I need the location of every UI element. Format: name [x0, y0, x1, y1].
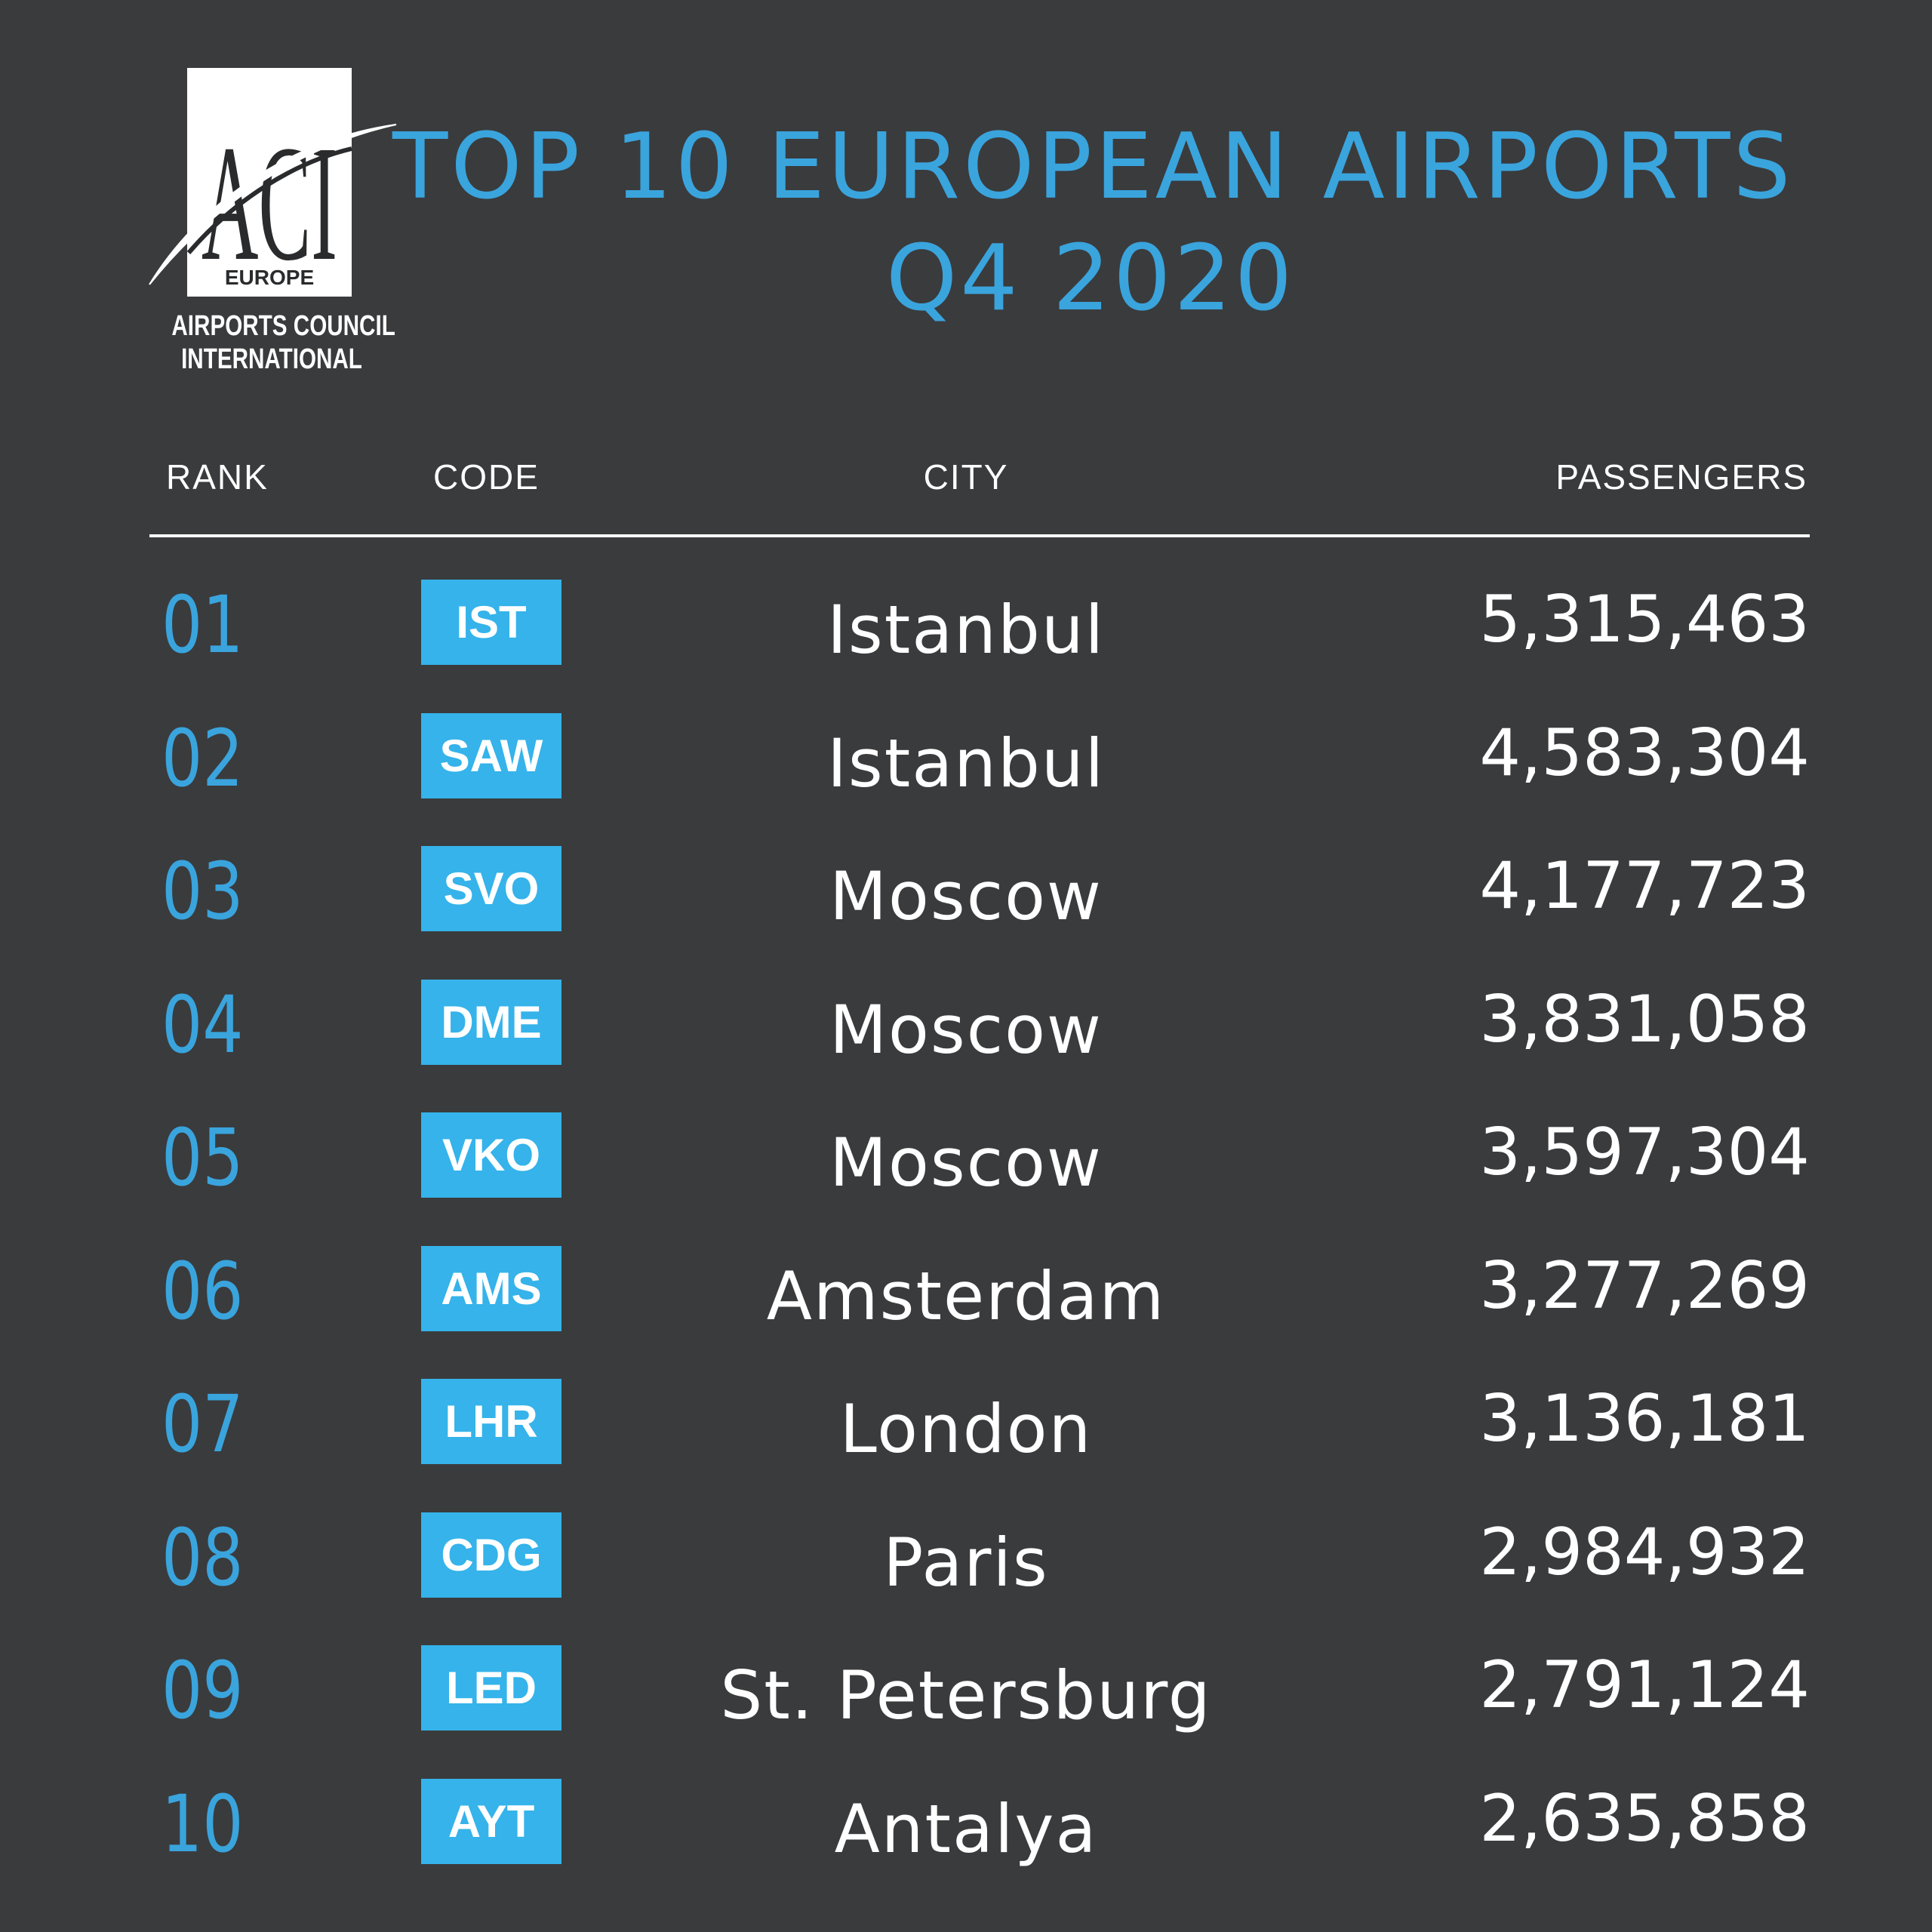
table-row: 01 IST Istanbul 5,315,463 — [0, 574, 1932, 706]
airport-code: DME — [441, 996, 542, 1048]
airport-code-badge: LHR — [421, 1379, 561, 1464]
airport-code-badge: LED — [421, 1645, 561, 1730]
city-name: Antalya — [834, 1789, 1098, 1868]
table-row: 05 VKO Moscow 3,597,304 — [0, 1106, 1932, 1239]
passenger-count: 5,315,463 — [1479, 582, 1810, 657]
rank-number: 01 — [162, 579, 244, 671]
column-header-passengers: PASSENGERS — [1555, 457, 1807, 497]
rank-number: 02 — [162, 712, 244, 804]
passenger-count: 3,277,269 — [1479, 1247, 1810, 1324]
column-header-code: CODE — [433, 457, 540, 497]
airport-code: VKO — [441, 1130, 541, 1180]
city-name: Moscow — [829, 1124, 1103, 1201]
table-row: 09 LED St. Petersburg 2,791,124 — [0, 1639, 1932, 1772]
passenger-count: 2,791,124 — [1479, 1647, 1810, 1723]
airport-code-badge: VKO — [421, 1112, 561, 1198]
airport-code-badge: SVO — [421, 846, 561, 931]
rank-number: 10 — [162, 1777, 244, 1870]
city-name: Paris — [883, 1523, 1049, 1601]
rank-number: 07 — [162, 1378, 244, 1470]
aci-europe-logo: ACI EUROPE AIRPORTS COUNCIL INTERNATIONA… — [143, 64, 400, 381]
table-row: 10 AYT Antalya 2,635,858 — [0, 1773, 1932, 1906]
passenger-count: 4,583,304 — [1479, 715, 1810, 791]
airport-code: SAW — [439, 730, 543, 781]
aci-logo-mark: ACI EUROPE — [149, 68, 397, 297]
table-row: 04 DME Moscow 3,831,058 — [0, 974, 1932, 1106]
rank-number: 05 — [162, 1112, 244, 1204]
passenger-count: 2,984,932 — [1479, 1514, 1810, 1590]
airport-code: SVO — [443, 863, 540, 914]
page-subtitle: Q4 2020 — [885, 226, 1296, 331]
airport-code-badge: AYT — [421, 1778, 561, 1864]
city-name: London — [839, 1390, 1093, 1468]
airport-code-badge: SAW — [421, 712, 561, 798]
header-divider — [149, 534, 1810, 537]
passenger-count: 3,136,181 — [1479, 1381, 1810, 1457]
airport-code-badge: CDG — [421, 1512, 561, 1598]
page-title: TOP 10 EUROPEAN AIRPORTS — [392, 115, 1794, 220]
logo-caption-line-1: AIRPORTS COUNCIL — [171, 310, 395, 342]
city-name: Moscow — [829, 857, 1103, 935]
table-row: 08 CDG Paris 2,984,932 — [0, 1506, 1932, 1639]
column-header-rank: RANK — [166, 457, 269, 497]
airport-code-badge: DME — [421, 979, 561, 1065]
airport-code: AMS — [441, 1263, 542, 1314]
airport-code: IST — [456, 597, 527, 648]
rank-number: 09 — [162, 1644, 244, 1737]
city-name: Istanbul — [826, 591, 1106, 669]
logo-region-text: EUROPE — [225, 266, 314, 289]
passenger-count: 3,597,304 — [1479, 1115, 1810, 1190]
city-name: St. Petersburg — [720, 1657, 1212, 1734]
logo-caption-line-2: INTERNATIONAL — [181, 343, 362, 375]
passenger-count: 2,635,858 — [1479, 1780, 1810, 1857]
passenger-count: 4,177,723 — [1479, 848, 1810, 924]
city-name: Amsterdam — [766, 1257, 1166, 1335]
airport-code-badge: AMS — [421, 1245, 561, 1331]
airport-code-badge: IST — [421, 580, 561, 665]
column-header-city: CITY — [923, 457, 1009, 497]
table-row: 07 LHR London 3,136,181 — [0, 1373, 1932, 1506]
rank-number: 04 — [162, 978, 244, 1071]
rank-number: 06 — [162, 1244, 244, 1337]
city-name: Moscow — [829, 990, 1103, 1069]
rank-number: 03 — [162, 845, 244, 937]
table-row: 06 AMS Amsterdam 3,277,269 — [0, 1240, 1932, 1373]
airport-code: CDG — [441, 1529, 542, 1580]
city-name: Istanbul — [826, 724, 1106, 802]
table-row: 02 SAW Istanbul 4,583,304 — [0, 707, 1932, 840]
airport-code: AYT — [448, 1795, 535, 1847]
table-row: 03 SVO Moscow 4,177,723 — [0, 840, 1932, 973]
passenger-count: 3,831,058 — [1479, 981, 1810, 1057]
airport-code: LHR — [445, 1396, 538, 1447]
rank-number: 08 — [162, 1511, 244, 1604]
airport-code: LED — [446, 1663, 537, 1713]
